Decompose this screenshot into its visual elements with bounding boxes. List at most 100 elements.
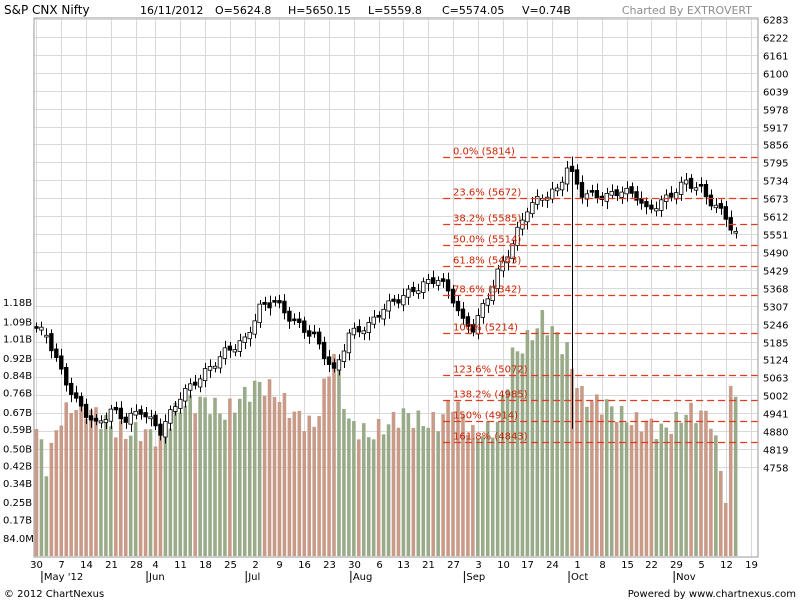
volume-bar bbox=[495, 421, 500, 556]
month-tick-label: Aug bbox=[353, 572, 373, 583]
open-value: O=5624.8 bbox=[215, 4, 271, 17]
volume-bar bbox=[138, 441, 143, 556]
volume-bar bbox=[44, 476, 49, 556]
price-tick-label: 5551 bbox=[763, 231, 788, 242]
candle-layer bbox=[34, 156, 738, 444]
candle-body bbox=[490, 286, 495, 302]
volume-bar bbox=[79, 397, 83, 556]
volume-bar bbox=[218, 413, 222, 556]
volume-bar bbox=[719, 470, 723, 556]
volume-bar bbox=[317, 416, 321, 556]
volume-tick-label: 0.42B bbox=[3, 462, 32, 473]
volume-tick-label: 1.09B bbox=[3, 317, 32, 328]
volume-bar bbox=[183, 405, 188, 556]
volume-bar bbox=[133, 422, 138, 556]
volume-bar bbox=[49, 442, 54, 556]
day-tick-label: 27 bbox=[447, 560, 460, 571]
day-tick-label: 29 bbox=[670, 560, 683, 571]
volume-tick-label: 0.92B bbox=[3, 354, 32, 365]
volume-bar bbox=[361, 423, 366, 556]
price-tick-label: 5734 bbox=[763, 177, 788, 188]
volume-bar bbox=[406, 413, 411, 556]
price-tick-label: 6222 bbox=[763, 34, 788, 45]
low-value: L=5559.8 bbox=[368, 4, 422, 17]
volume-bar bbox=[704, 410, 708, 556]
candle-body bbox=[202, 368, 208, 382]
candle-body bbox=[307, 330, 312, 337]
day-tick-label: 3 bbox=[475, 560, 481, 571]
volume-bar bbox=[297, 410, 302, 556]
candle-body bbox=[559, 181, 565, 191]
volume-bar bbox=[223, 419, 227, 556]
volume-bar bbox=[233, 412, 237, 556]
candle-body bbox=[629, 186, 634, 194]
candle-body bbox=[535, 196, 540, 205]
volume-bar bbox=[411, 427, 416, 556]
plot-frame bbox=[33, 17, 759, 558]
volume-bar bbox=[485, 421, 490, 556]
candle-body bbox=[356, 326, 361, 333]
volume-bar bbox=[153, 446, 158, 556]
volume-bar bbox=[391, 411, 396, 556]
month-tick-label: Jul bbox=[247, 572, 260, 583]
day-tick-label: 5 bbox=[698, 560, 704, 571]
fib-level-label: 161.8% (4843) bbox=[453, 432, 528, 443]
candle-body bbox=[282, 300, 287, 314]
candle-body bbox=[495, 268, 500, 290]
volume-bar bbox=[39, 439, 44, 556]
candle-body bbox=[331, 362, 337, 369]
volume-bar bbox=[733, 396, 738, 556]
volume-bar bbox=[545, 335, 550, 556]
volume-bar bbox=[262, 395, 267, 556]
day-tick-label: 11 bbox=[174, 560, 187, 571]
candle-body bbox=[73, 392, 79, 399]
candle-body bbox=[733, 230, 738, 234]
candle-body bbox=[485, 298, 490, 306]
volume-bar bbox=[421, 426, 426, 556]
candle-body bbox=[416, 290, 421, 294]
volume-tick-label: 84.0M bbox=[3, 534, 34, 545]
month-tick-label: Sep bbox=[466, 572, 485, 583]
volume-bar bbox=[64, 402, 69, 556]
volume-bar bbox=[634, 412, 639, 556]
volume-bar bbox=[386, 424, 391, 556]
price-tick-label: 5002 bbox=[763, 392, 788, 403]
candle-body bbox=[49, 333, 54, 352]
price-tick-label: 6039 bbox=[763, 88, 788, 99]
candle-body bbox=[88, 415, 94, 421]
candle-body bbox=[103, 419, 109, 423]
volume-bar bbox=[203, 397, 207, 556]
candle-body bbox=[574, 169, 580, 185]
volume-bar bbox=[664, 427, 669, 556]
volume-bar bbox=[555, 332, 559, 556]
volume-bar bbox=[436, 431, 440, 556]
candle-body bbox=[326, 356, 332, 365]
candle-body bbox=[118, 407, 123, 420]
candle-body bbox=[133, 410, 138, 416]
candle-body bbox=[78, 396, 84, 407]
volume-bar bbox=[426, 427, 431, 556]
volume-bar bbox=[228, 398, 232, 556]
candle-body bbox=[654, 208, 659, 212]
candle-body bbox=[703, 183, 709, 198]
candle-body bbox=[336, 359, 342, 371]
volume-bar bbox=[575, 387, 579, 556]
candle-body bbox=[222, 347, 228, 359]
candle-body bbox=[465, 316, 471, 327]
volume-bar bbox=[401, 408, 406, 556]
candle-body bbox=[554, 187, 560, 192]
day-tick-label: 6 bbox=[376, 560, 382, 571]
volume-bar bbox=[376, 418, 381, 556]
volume-tick-label: 0.67B bbox=[3, 408, 32, 419]
volume-tick-label: 0.34B bbox=[3, 479, 32, 490]
candle-body bbox=[609, 191, 614, 196]
volume-bar bbox=[198, 396, 202, 556]
volume-bar bbox=[163, 430, 168, 556]
day-tick-label: 12 bbox=[720, 560, 733, 571]
volume-bar bbox=[381, 434, 386, 556]
candle-body bbox=[381, 308, 386, 320]
volume-bar bbox=[674, 411, 678, 556]
day-tick-label: 2 bbox=[252, 560, 258, 571]
volume-tick-label: 1.18B bbox=[3, 298, 32, 309]
day-tick-label: 21 bbox=[105, 560, 118, 571]
